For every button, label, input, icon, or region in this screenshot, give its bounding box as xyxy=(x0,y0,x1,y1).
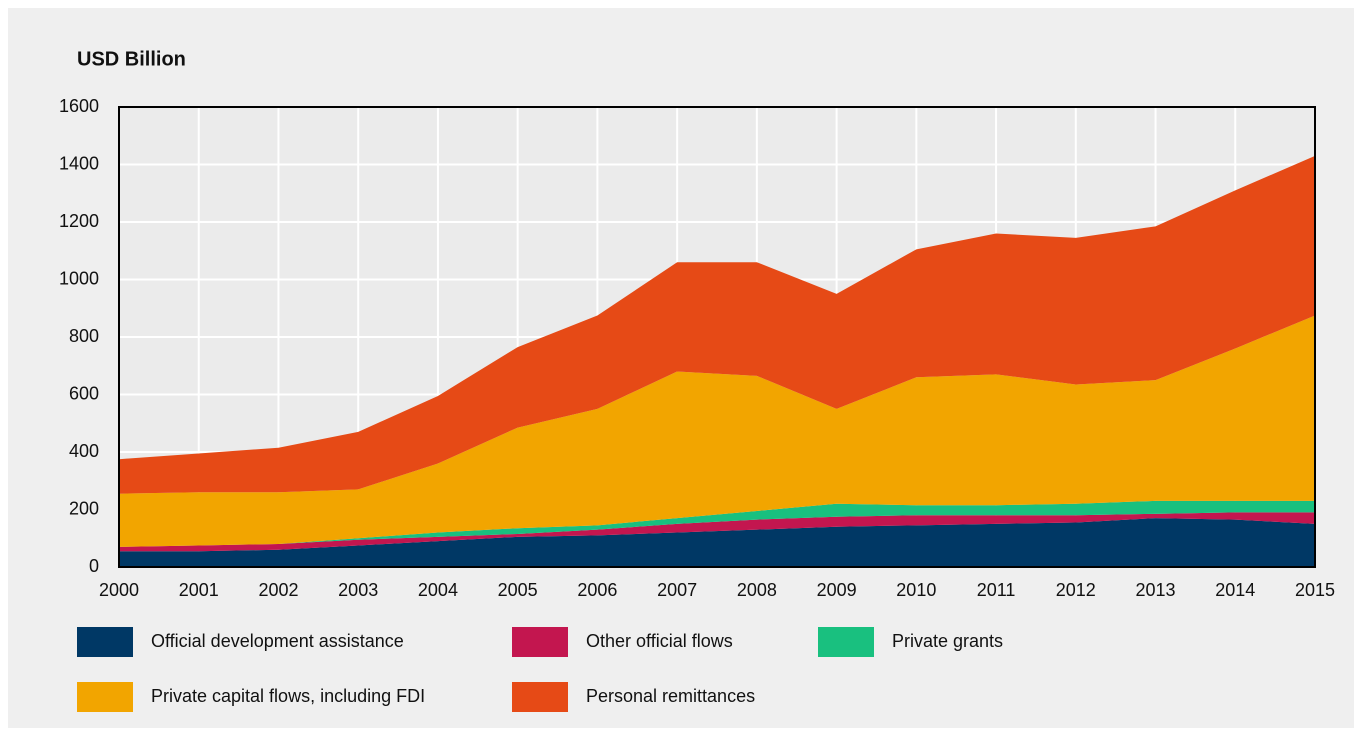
legend-swatch xyxy=(512,627,568,657)
legend-swatch xyxy=(77,627,133,657)
x-tick-label: 2014 xyxy=(1215,580,1255,600)
x-tick-label: 2012 xyxy=(1056,580,1096,600)
legend-label: Private grants xyxy=(892,631,1003,651)
legend-swatch xyxy=(77,682,133,712)
chart-title: USD Billion xyxy=(77,48,186,70)
y-tick-label: 400 xyxy=(69,441,99,461)
area xyxy=(119,315,1315,547)
y-tick-label: 800 xyxy=(69,326,99,346)
x-tick-label: 2003 xyxy=(338,580,378,600)
x-tick-label: 2004 xyxy=(418,580,458,600)
x-tick-label: 2013 xyxy=(1136,580,1176,600)
legend-label: Private capital flows, including FDI xyxy=(151,686,425,706)
legend-label: Other official flows xyxy=(586,631,733,651)
y-tick-label: 1200 xyxy=(59,211,99,231)
legend-swatch xyxy=(512,682,568,712)
x-tick-label: 2008 xyxy=(737,580,777,600)
y-tick-label: 0 xyxy=(89,556,99,576)
plot-border xyxy=(118,106,1316,568)
area xyxy=(119,155,1315,494)
y-tick-label: 1000 xyxy=(59,268,99,288)
x-tick-label: 2011 xyxy=(977,580,1016,600)
y-tick-label: 600 xyxy=(69,383,99,403)
x-tick-label: 2001 xyxy=(179,580,219,600)
y-tick-label: 1400 xyxy=(59,153,99,173)
y-tick-label: 1600 xyxy=(59,96,99,116)
x-tick-label: 2000 xyxy=(99,580,139,600)
area xyxy=(119,500,1315,547)
legend-label: Official development assistance xyxy=(151,631,404,651)
area xyxy=(119,512,1315,552)
x-tick-label: 2007 xyxy=(657,580,697,600)
y-tick-label: 200 xyxy=(69,498,99,518)
x-tick-label: 2006 xyxy=(577,580,617,600)
legend-swatch xyxy=(818,627,874,657)
x-tick-label: 2005 xyxy=(498,580,538,600)
x-tick-label: 2010 xyxy=(896,580,936,600)
legend-label: Personal remittances xyxy=(586,686,755,706)
x-tick-label: 2015 xyxy=(1295,580,1335,600)
x-tick-label: 2002 xyxy=(258,580,298,600)
area xyxy=(119,518,1315,567)
x-tick-label: 2009 xyxy=(817,580,857,600)
